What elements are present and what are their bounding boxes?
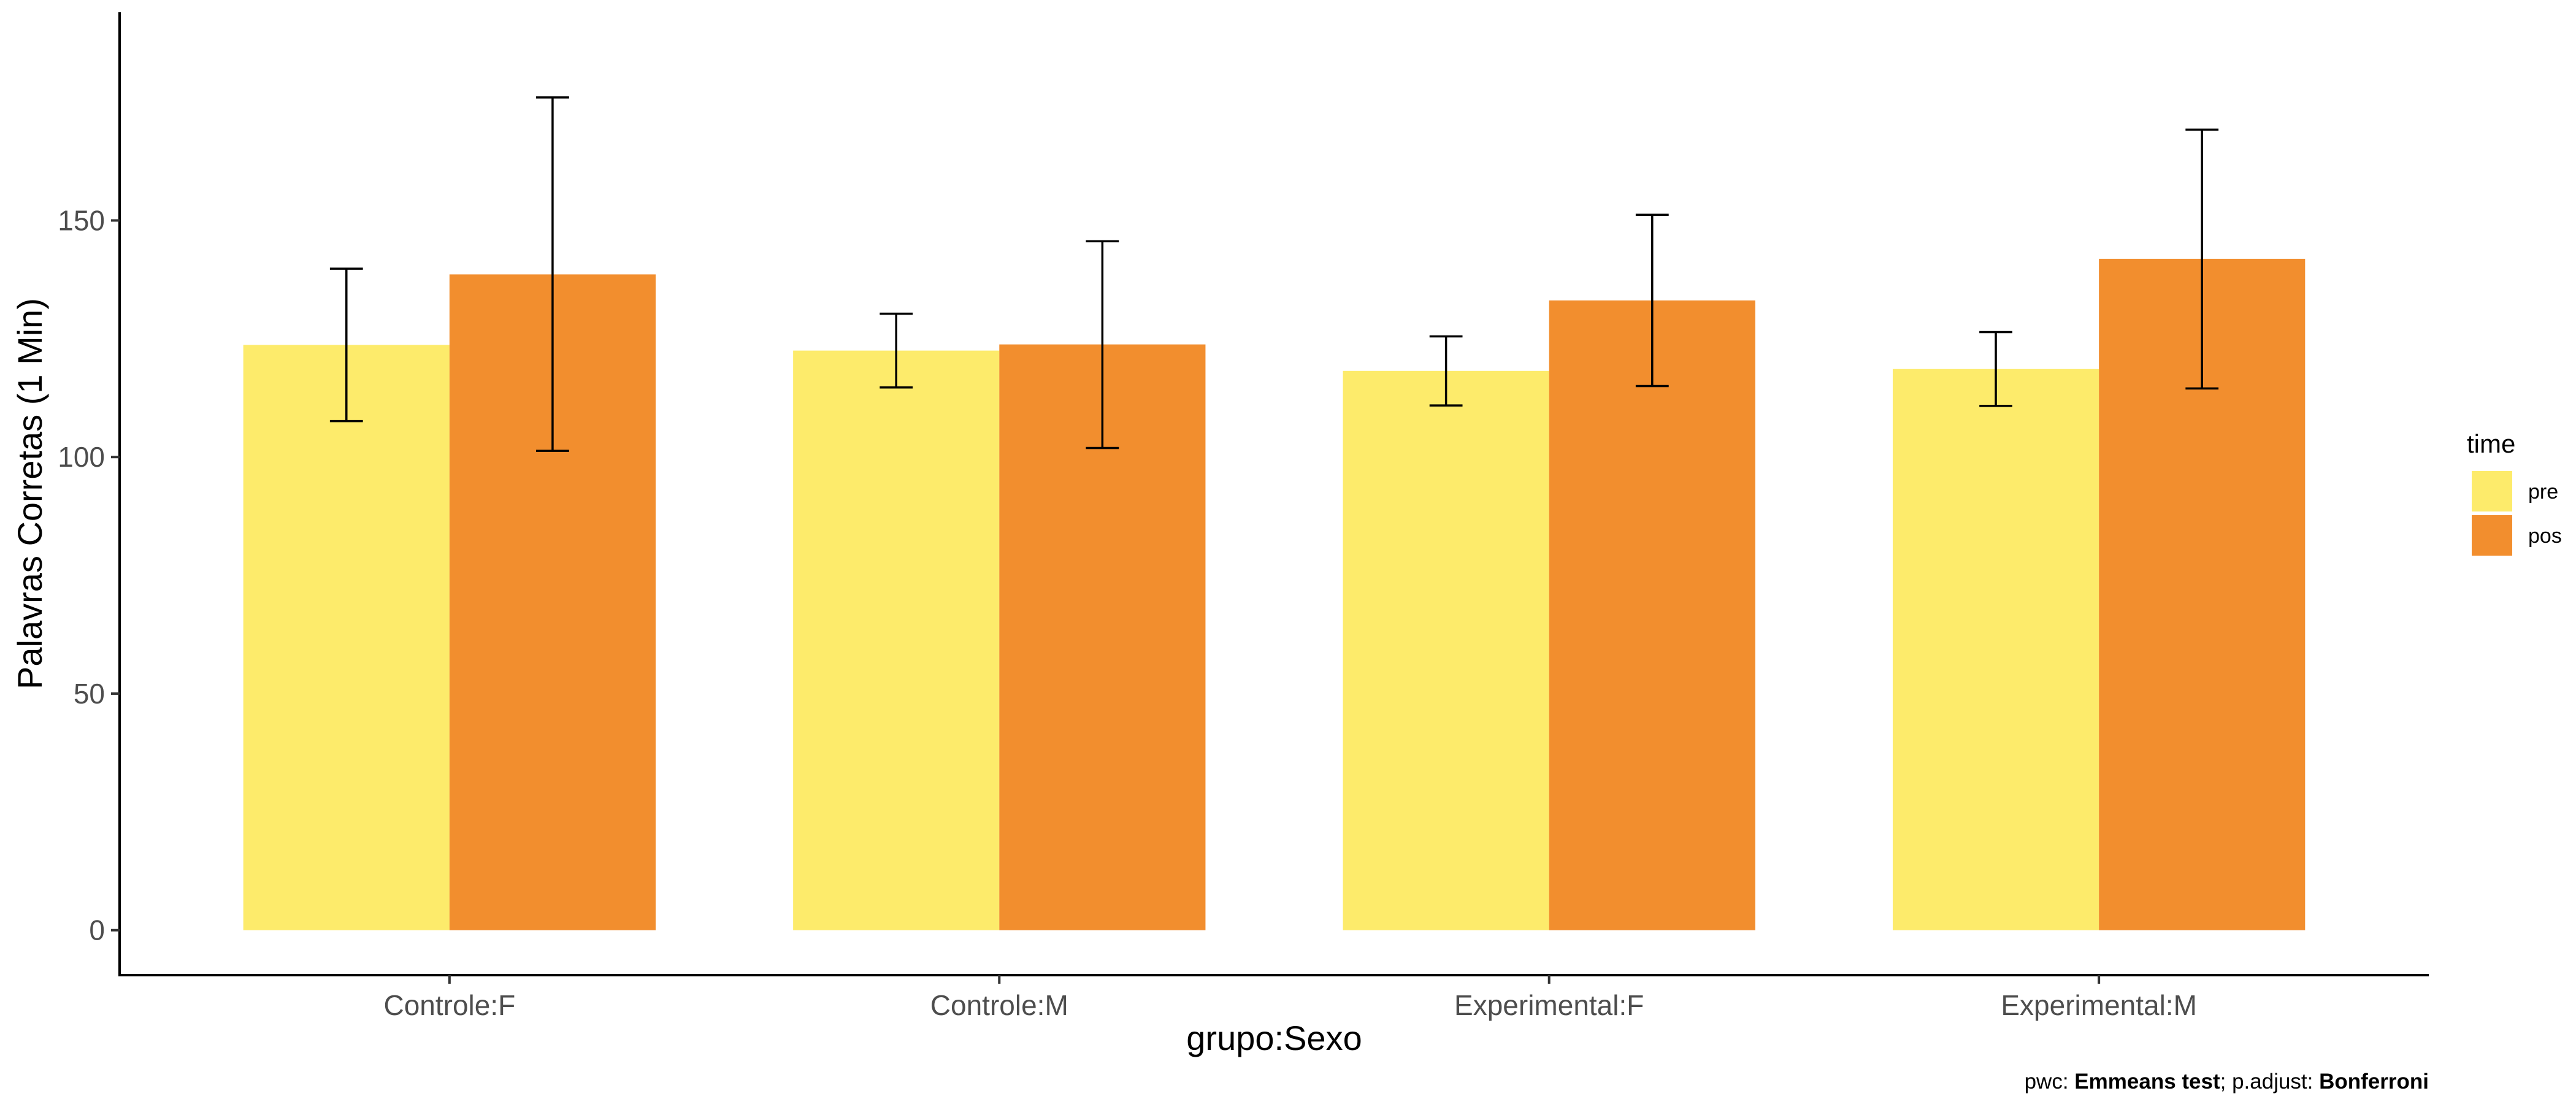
legend-swatch-pre <box>2472 471 2512 511</box>
legend-swatch-pos <box>2472 515 2512 556</box>
legend-items: pre pos <box>2472 471 2562 556</box>
bar-pre-1 <box>243 345 450 930</box>
bar-pre-2 <box>793 350 1000 930</box>
error-bar-pre-4 <box>1979 331 2012 407</box>
y-tick-label: 150 <box>58 204 105 236</box>
x-axis-title: grupo:Sexo <box>1186 1019 1362 1057</box>
x-tick-label: Controle:M <box>930 989 1068 1021</box>
axes-layer <box>118 12 2429 976</box>
error-bar-pre-3 <box>1429 335 1463 407</box>
bar-pre-4 <box>1892 369 2099 930</box>
y-ticks: 0 50 100 150 <box>58 204 120 946</box>
y-axis-title: Palavras Corretas (1 Min) <box>10 298 49 689</box>
y-tick-label: 100 <box>58 441 105 473</box>
error-bar-pos-4 <box>2185 128 2219 390</box>
error-bar-pos-1 <box>536 96 569 452</box>
legend: time pre pos <box>2467 429 2562 556</box>
error-bar-pos-3 <box>1635 213 1669 388</box>
caption: pwc: Emmeans test; p.adjust: Bonferroni <box>2025 1070 2429 1094</box>
legend-label-pre: pre <box>2528 480 2558 504</box>
error-bar-pos-2 <box>1086 240 1119 450</box>
bar-pre-3 <box>1343 370 1549 930</box>
y-tick-label: 50 <box>74 678 105 710</box>
error-bar-pre-1 <box>329 267 363 423</box>
caption-test: Emmeans test <box>2074 1070 2220 1094</box>
caption-middle: ; p.adjust: <box>2220 1070 2319 1094</box>
x-tick-label: Experimental:M <box>2001 989 2197 1021</box>
caption-adjust: Bonferroni <box>2319 1070 2429 1094</box>
x-tick-label: Experimental:F <box>1454 989 1644 1021</box>
y-tick-label: 0 <box>89 914 105 946</box>
error-bars-layer <box>329 96 2219 452</box>
error-bar-pre-2 <box>880 312 913 389</box>
bars-layer <box>243 258 2306 930</box>
legend-title: time <box>2467 429 2515 458</box>
x-ticks: Controle:F Controle:M Experimental:F Experi… <box>383 975 2197 1021</box>
caption-prefix: pwc: <box>2025 1070 2075 1094</box>
x-tick-label: Controle:F <box>383 989 515 1021</box>
bar-pos-3 <box>1549 300 1755 930</box>
legend-label-pos: pos <box>2528 524 2562 548</box>
